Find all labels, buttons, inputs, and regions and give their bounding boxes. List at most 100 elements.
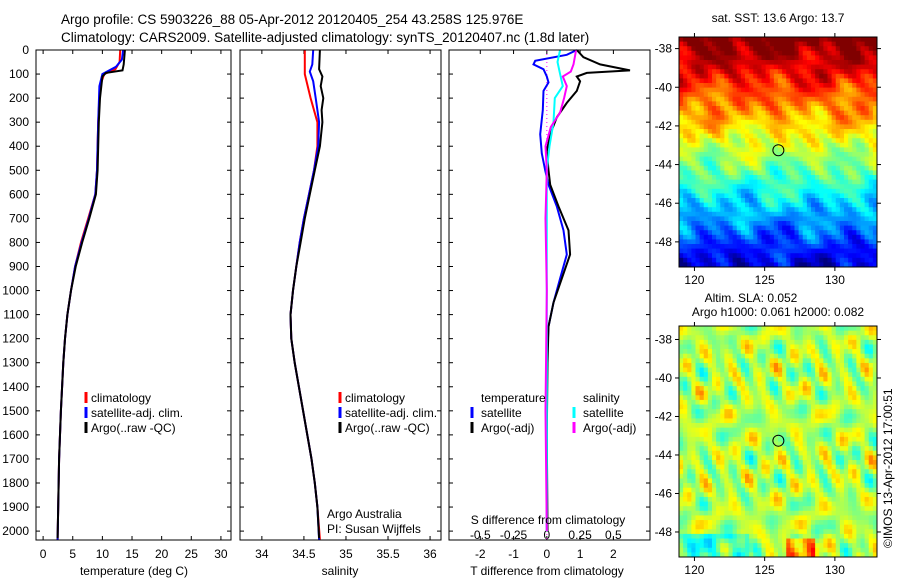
map-cell: [848, 207, 853, 213]
map-cell: [868, 358, 874, 364]
map-cell: [856, 386, 861, 392]
map-cell: [773, 547, 779, 553]
map-cell: [802, 124, 808, 130]
map-cell: [679, 450, 684, 456]
map-cell: [831, 138, 837, 144]
map-cell: [786, 464, 791, 470]
map-cell: [790, 436, 795, 442]
map-cell: [790, 344, 795, 350]
map-cell: [745, 413, 750, 419]
map-cell: [856, 353, 861, 359]
map-cell: [716, 353, 721, 359]
map-cell: [695, 188, 701, 194]
map-cell: [852, 483, 857, 489]
map-cell: [786, 188, 791, 194]
map-cell: [798, 73, 804, 79]
map-cell: [798, 101, 804, 107]
map-cell: [860, 142, 866, 148]
map-cell: [790, 524, 795, 530]
map-cell: [728, 170, 734, 176]
map-cell: [707, 464, 713, 470]
map-cell: [868, 257, 874, 263]
map-cell: [844, 362, 849, 368]
map-cell: [745, 326, 750, 332]
map-cell: [732, 353, 738, 359]
map-cell: [679, 60, 684, 65]
map-cell: [745, 216, 750, 222]
map-cell: [712, 165, 717, 171]
map-cell: [753, 399, 758, 405]
map-cell: [691, 161, 696, 167]
map-cell: [815, 248, 820, 254]
map-cell: [765, 413, 771, 419]
map-cell: [679, 529, 684, 535]
map-cell: [827, 464, 833, 470]
map-cell: [823, 492, 828, 498]
map-cell: [761, 478, 767, 484]
map-cell: [868, 496, 874, 502]
map-cell: [819, 129, 824, 134]
map-cell: [712, 427, 717, 433]
argo-location-marker: [772, 144, 785, 157]
map-cell: [761, 50, 767, 56]
map-cell: [778, 60, 783, 65]
map-cell: [773, 506, 779, 512]
map-cell: [695, 248, 701, 254]
map-cell: [815, 165, 820, 171]
map-cell: [802, 221, 808, 226]
map-cell: [848, 73, 853, 79]
map-cell: [728, 552, 734, 558]
map-cell: [782, 175, 787, 180]
map-cell: [831, 395, 837, 401]
map-cell: [769, 46, 775, 52]
map-cell: [802, 83, 808, 88]
map-cell: [798, 506, 804, 512]
map-cell: [835, 372, 841, 378]
map-cell: [827, 506, 833, 512]
map-cell: [761, 161, 767, 167]
map-cell: [864, 124, 870, 130]
map-cell: [691, 510, 696, 516]
map-cell: [699, 501, 705, 507]
map-cell: [798, 409, 804, 415]
map-cell: [860, 41, 866, 47]
map-cell: [720, 73, 725, 79]
map-cell: [724, 339, 729, 345]
map-cell: [745, 138, 750, 144]
map-cell: [868, 37, 874, 42]
map-cell: [707, 87, 713, 93]
map-cell: [745, 399, 750, 405]
map-cell: [687, 404, 692, 410]
map-cell: [740, 234, 746, 240]
map-cell: [831, 339, 837, 345]
map-cell: [823, 413, 828, 419]
map-cell: [798, 543, 804, 549]
map-cell: [687, 55, 692, 61]
map-cell: [761, 344, 767, 350]
map-cell: [806, 543, 812, 549]
map-cell: [868, 138, 874, 144]
map-cell: [769, 262, 775, 268]
map-cell: [703, 432, 709, 438]
map-cell: [720, 110, 725, 116]
map-cell: [868, 418, 874, 424]
map-cell: [786, 353, 791, 359]
map-cell: [769, 496, 775, 502]
map-cell: [802, 129, 808, 134]
map-cell: [687, 538, 692, 544]
map-cell: [712, 133, 717, 139]
map-cell: [839, 60, 845, 65]
map-cell: [695, 147, 701, 153]
map-cell: [699, 381, 705, 387]
map-cell: [815, 138, 820, 144]
map-cell: [798, 110, 804, 116]
map-cell: [872, 423, 878, 429]
map-cell: [782, 96, 787, 102]
map-cell: [707, 55, 713, 61]
map-cell: [848, 381, 853, 387]
map-cell: [691, 41, 696, 47]
map-cell: [732, 492, 738, 498]
map-cell: [819, 330, 824, 336]
map-cell: [683, 413, 688, 419]
map-cell: [703, 87, 709, 93]
